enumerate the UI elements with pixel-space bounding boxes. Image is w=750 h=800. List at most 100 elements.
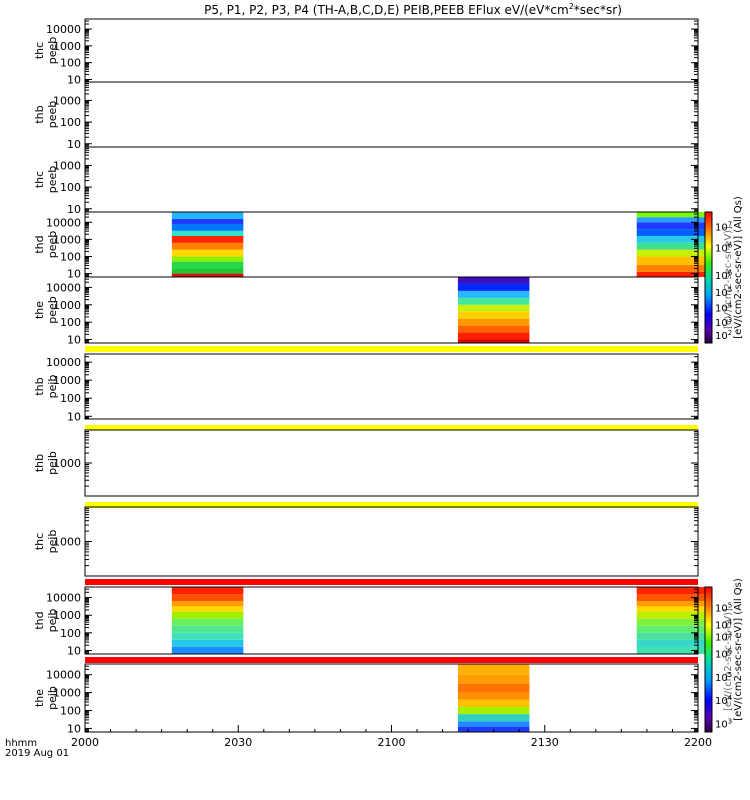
panel-4-block-1-band-11	[171, 212, 244, 219]
panel-9-block-2-band-4	[636, 625, 709, 633]
panel-4-block-2-band-1	[636, 271, 709, 277]
panel-4-block-2-band-10	[636, 212, 709, 218]
panel-4-tick-label-3: 1000	[53, 233, 81, 246]
panel-8-tick-label-1: 1000	[53, 536, 81, 549]
colorbar-2-units-label: [eV/(cm2-sec-sr-eV)] (All Qs)	[733, 578, 744, 721]
panel-10-block-1-band-7	[457, 683, 530, 693]
panel-9-block-1-band-2	[171, 639, 244, 647]
panel-frame-7	[84, 429, 699, 497]
panel-4-block-2-band-7	[636, 229, 709, 236]
panel-10-spectrum-block-1	[457, 664, 530, 732]
panel-9-block-2-band-3	[636, 632, 709, 640]
panel-9-tick-label-3: 1000	[53, 609, 81, 622]
panel-10-block-1-band-2	[457, 721, 530, 727]
panel-9-block-2-band-5	[636, 618, 709, 626]
panel-1-tick-label-4: 10000	[46, 23, 81, 36]
panel-4-block-1-band-4	[171, 256, 244, 262]
colorbar-2-overlap-label: [eV/(cm2-sec-sr-eV)]	[723, 608, 734, 711]
panel-4-block-1-band-6	[171, 242, 244, 250]
panel-4-block-2-band-6	[636, 235, 709, 243]
panel-5-instrument-label: peeb	[46, 296, 59, 324]
panel-frame-2	[84, 81, 699, 148]
colorbar-2-tick-label-2: 104	[715, 694, 733, 707]
panel-4-block-1-band-1	[171, 273, 244, 277]
panel-4-block-1-band-9	[171, 223, 244, 231]
panel-6-tick-label-1: 10	[67, 410, 81, 423]
panel-9-tick-label-4: 10000	[46, 592, 81, 605]
x-tick-label-2: 2030	[224, 736, 252, 749]
panel-4-block-1-band-7	[171, 235, 244, 243]
colorbar-2	[704, 586, 713, 733]
panel-1-instrument-label: peeb	[46, 37, 59, 65]
panel-4-block-2-band-5	[636, 242, 709, 250]
panel-1-tick-label-1: 10	[67, 73, 81, 86]
panel-10-tick-label-2: 100	[60, 705, 81, 718]
panel-4-block-2-band-3	[636, 256, 709, 266]
panel-3-tick-label-3: 1000	[53, 159, 81, 172]
x-axis-unit-label: hhmm	[5, 738, 37, 749]
colorbar-1-tick-label-5: 106	[715, 269, 733, 282]
colorbar-1-tick-label-1: 102	[715, 329, 732, 342]
panel-4-block-2-band-9	[636, 217, 709, 223]
panel-frame-3	[84, 146, 699, 213]
panel-9-spectrum-block-1	[171, 587, 244, 654]
panel-8-probe-label: thc	[33, 533, 46, 550]
panel-9-probe-label: thd	[33, 611, 46, 629]
panel-7-tick-label-1: 1000	[53, 457, 81, 470]
colorbar-2-tick-label-3: 105	[715, 671, 732, 684]
panel-6-instrument-label: peib	[46, 375, 59, 399]
panel-9-block-2-band-7	[636, 606, 709, 612]
panel-5-tick-label-1: 10	[67, 334, 81, 347]
panel-frame-5	[84, 276, 699, 344]
panel-4-block-1-band-2	[171, 268, 244, 274]
colorbar-2-tick-label-5: 103	[715, 630, 732, 643]
panel-4-spectrum-block-2	[636, 212, 709, 277]
panel-10-block-1-band-8	[457, 674, 530, 684]
panel-10-tick-label-4: 10000	[46, 669, 81, 682]
panel-2-tick-label-2: 100	[60, 116, 81, 129]
panel-1-probe-label: thc	[33, 42, 46, 59]
panel-9-instrument-label: peib	[46, 609, 59, 633]
x-tick-label-5: 2200	[684, 736, 712, 749]
panel-4-tick-label-1: 10	[67, 268, 81, 281]
panel-9-block-2-band-1	[636, 646, 709, 654]
panel-9-block-1-band-10	[171, 587, 244, 595]
panel-10-tick-label-3: 1000	[53, 687, 81, 700]
panel-10-block-1-band-6	[457, 692, 530, 700]
panel-9-block-1-band-1	[171, 646, 244, 654]
panel-3-tick-label-1: 10	[67, 203, 81, 216]
panel-5-block-1-band-6	[457, 304, 530, 312]
panel-9-block-2-band-2	[636, 639, 709, 647]
panel-4-block-2-band-4	[636, 249, 709, 257]
panel-4-tick-label-4: 10000	[46, 216, 81, 229]
panel-1-tick-label-2: 100	[60, 57, 81, 70]
panel-10-probe-label: the	[33, 689, 46, 707]
panel-3-tick-label-2: 100	[60, 181, 81, 194]
panel-5-probe-label: the	[33, 301, 46, 319]
panel-5-block-1-band-3	[457, 325, 530, 333]
panel-9-spectrum-block-2	[636, 587, 709, 654]
panel-4-block-2-band-2	[636, 265, 709, 272]
separator-bar-3	[85, 502, 698, 508]
panel-9-block-1-band-9	[171, 594, 244, 602]
panel-5-block-1-band-2	[457, 332, 530, 340]
panel-9-tick-label-2: 100	[60, 627, 81, 640]
panel-4-block-1-band-3	[171, 261, 244, 269]
chart-title: P5, P1, P2, P3, P4 (TH-A,B,C,D,E) PEIB,P…	[204, 2, 622, 17]
colorbar-1-tick-label-3: 104	[715, 302, 733, 315]
panel-10-tick-label-1: 10	[67, 722, 81, 735]
panel-5-block-1-band-8	[457, 290, 530, 298]
panel-2-tick-label-1: 10	[67, 138, 81, 151]
x-axis-date-label: 2019 Aug 01	[5, 748, 69, 759]
colorbar-1	[704, 211, 713, 344]
panel-5-block-1-band-5	[457, 311, 530, 319]
panel-9-tick-label-1: 10	[67, 644, 81, 657]
panel-4-tick-label-2: 100	[60, 250, 81, 263]
panel-3-probe-label: thc	[33, 171, 46, 188]
panel-frame-6	[84, 353, 699, 420]
panel-9-block-1-band-6	[171, 611, 244, 619]
panel-6-tick-label-4: 10000	[46, 356, 81, 369]
panel-6-tick-label-2: 100	[60, 392, 81, 405]
panel-frame-10	[84, 663, 699, 733]
panel-5-block-1-band-1	[457, 339, 530, 343]
